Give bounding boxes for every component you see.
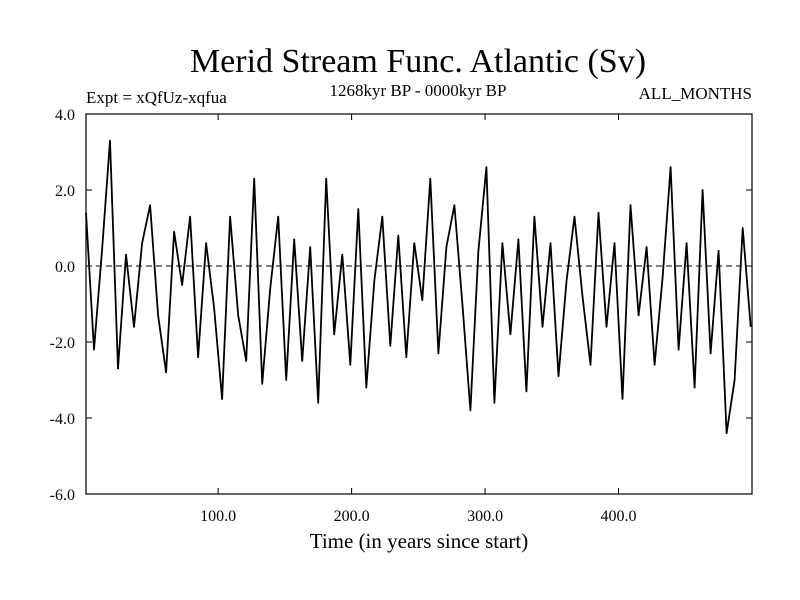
chart-title: Merid Stream Func. Atlantic (Sv) xyxy=(190,43,646,80)
y-tick-label: -6.0 xyxy=(50,487,75,504)
x-tick-label: 400.0 xyxy=(601,508,637,525)
time-range-label: 1268kyr BP - 0000kyr BP xyxy=(330,81,507,100)
y-tick-label: -4.0 xyxy=(50,411,75,428)
y-tick-label: -2.0 xyxy=(50,335,75,352)
y-axis: -6.0 -4.0 -2.0 0.0 2.0 4.0 xyxy=(50,107,752,504)
series-line xyxy=(85,139,752,435)
x-axis: 100.0 200.0 300.0 400.0 xyxy=(200,114,637,525)
y-tick-label: 0.0 xyxy=(55,259,75,276)
y-tick-label: 2.0 xyxy=(55,183,75,200)
experiment-label: Expt = xQfUz-xqfua xyxy=(86,88,227,107)
y-tick-label: 4.0 xyxy=(55,107,75,124)
x-tick-label: 300.0 xyxy=(467,508,503,525)
x-tick-label: 100.0 xyxy=(200,508,236,525)
x-axis-label: Time (in years since start) xyxy=(310,529,529,553)
x-tick-label: 200.0 xyxy=(334,508,370,525)
plot-frame xyxy=(85,113,753,495)
months-label: ALL_MONTHS xyxy=(639,84,752,103)
